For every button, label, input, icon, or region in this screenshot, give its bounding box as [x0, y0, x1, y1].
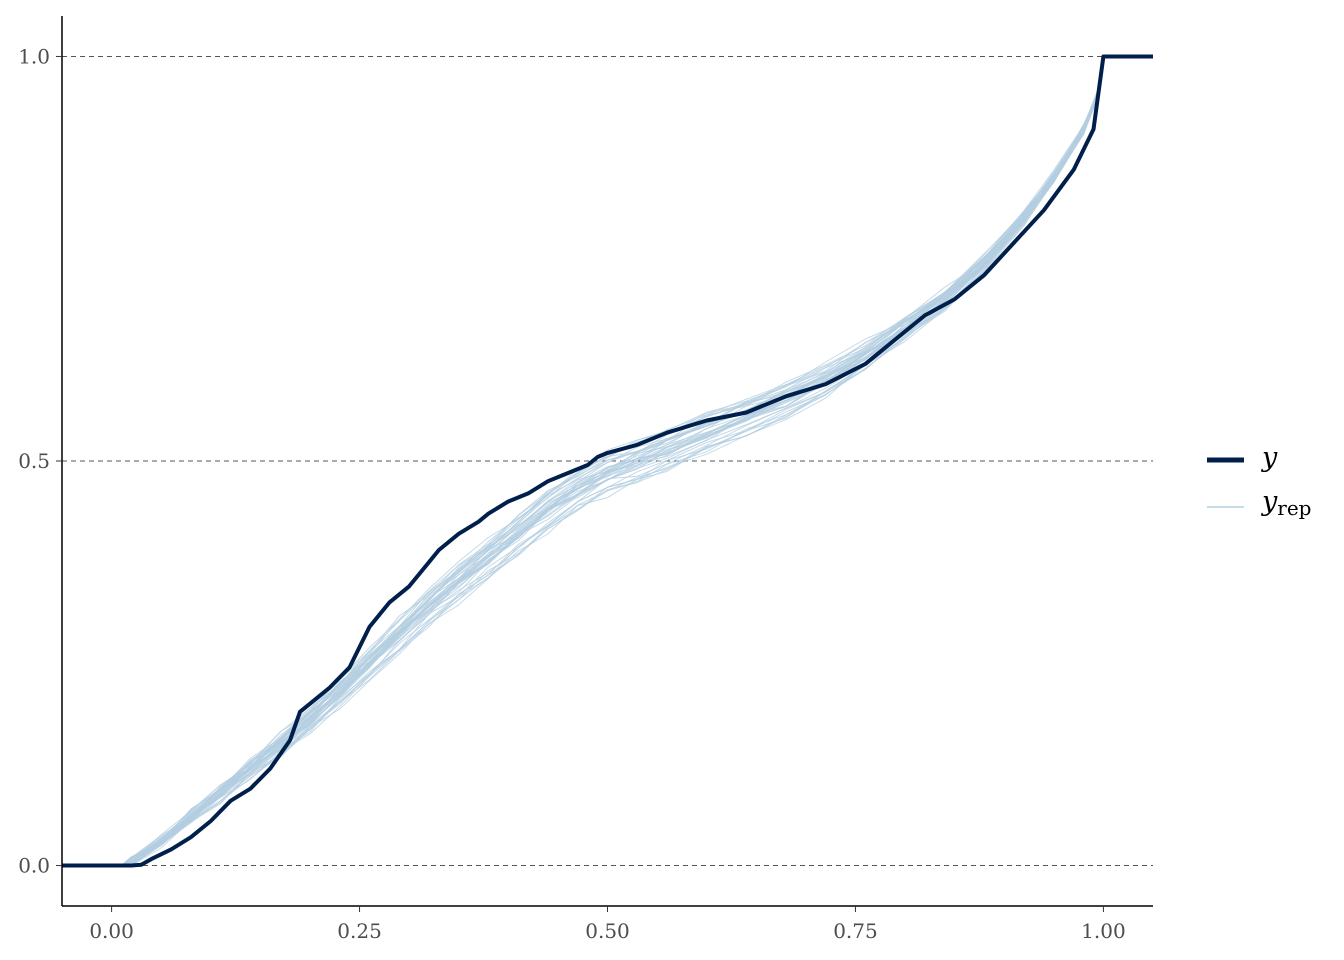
y-tick-label: 0.5: [18, 449, 50, 473]
legend-label-y: y: [1261, 442, 1278, 473]
yrep-line: [121, 56, 1104, 866]
y-tick-label: 0.0: [18, 854, 50, 878]
y-axis-ticks: 0.0 0.5 1.0: [18, 44, 62, 878]
observed-series-group: [62, 54, 1153, 868]
replicate-series-group: [121, 56, 1104, 866]
gridlines: [62, 55, 1153, 867]
x-axis-ticks: 0.00 0.25 0.50 0.75 1.00: [89, 906, 1126, 943]
x-tick-label: 0.50: [585, 919, 630, 943]
legend-label-yrep-sub: rep: [1277, 496, 1311, 520]
y-line: [62, 54, 1153, 868]
legend-label-yrep: yrep: [1261, 486, 1311, 520]
legend: y yrep: [1207, 442, 1311, 520]
yrep-line: [121, 56, 1104, 866]
yrep-line: [121, 56, 1104, 866]
legend-label-yrep-base: y: [1261, 486, 1278, 517]
x-tick-label: 0.75: [833, 919, 878, 943]
yrep-line: [121, 56, 1104, 866]
x-tick-label: 1.00: [1081, 919, 1126, 943]
yrep-line: [121, 56, 1104, 866]
yrep-line: [121, 56, 1104, 866]
y-tick-label: 1.0: [18, 44, 50, 68]
x-tick-label: 0.00: [89, 919, 134, 943]
x-tick-label: 0.25: [337, 919, 382, 943]
